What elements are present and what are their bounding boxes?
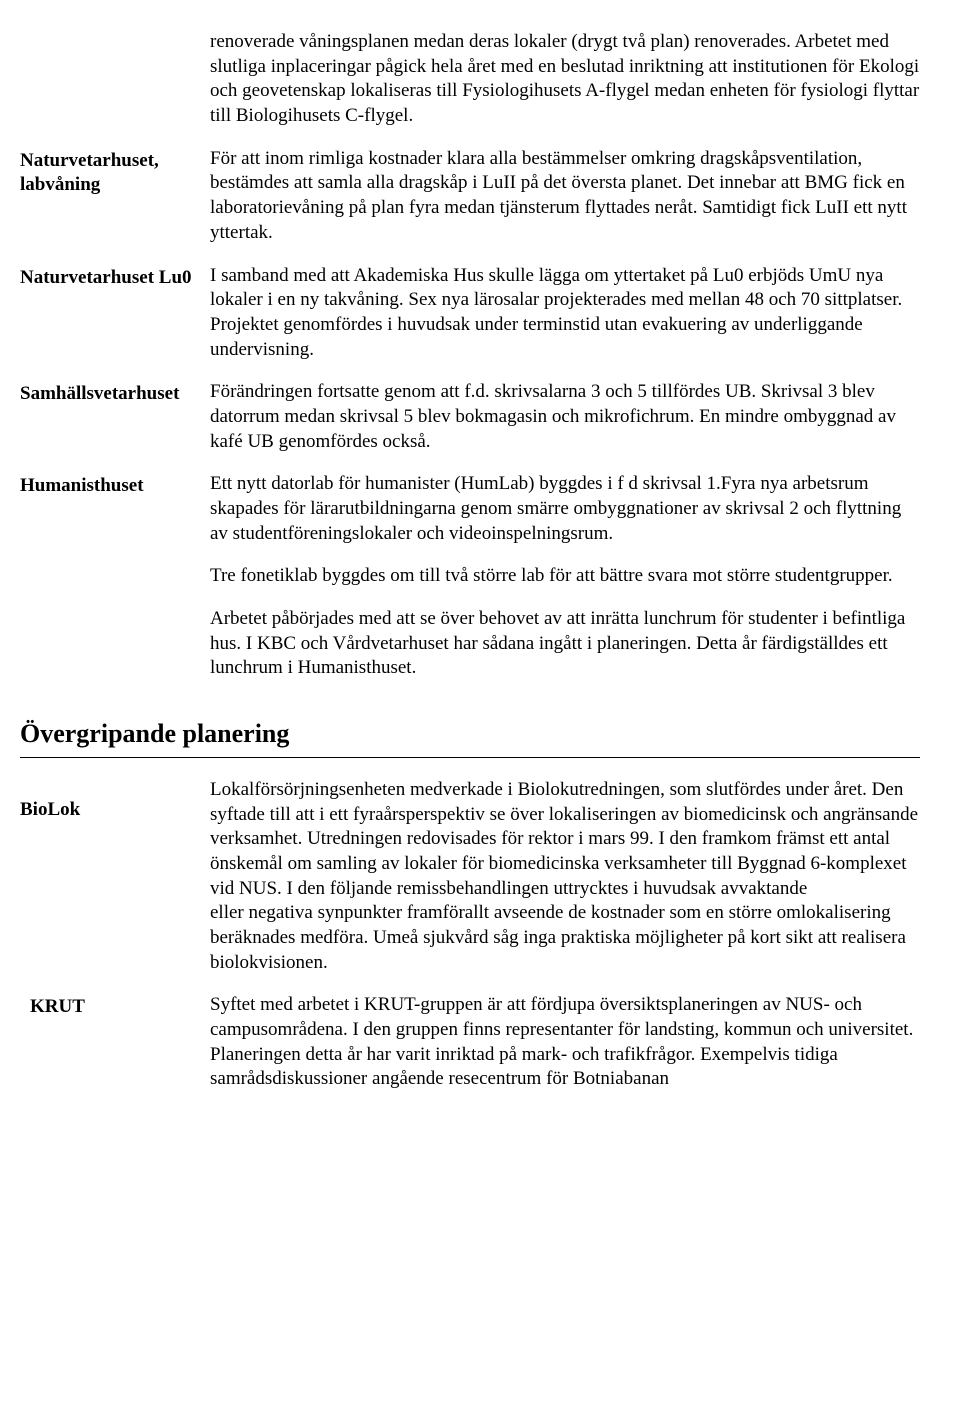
spacer xyxy=(20,30,210,129)
krut-body: Syftet med arbetet i KRUT-gruppen är att… xyxy=(210,993,920,1092)
paragraph: För att inom rimliga kostnader klara all… xyxy=(210,147,920,246)
humanisthuset-body: Ett nytt datorlab för humanister (HumLab… xyxy=(210,472,920,681)
humanisthuset-row: Humanisthuset Ett nytt datorlab för huma… xyxy=(20,472,920,681)
naturvetarhuset-lab-label: Naturvetarhuset, labvåning xyxy=(20,147,210,246)
intro-row: renoverade våningsplanen medan deras lok… xyxy=(20,30,920,129)
intro-body: renoverade våningsplanen medan deras lok… xyxy=(210,30,920,129)
biolok-body: Lokalförsörjningsenheten medverkade i Bi… xyxy=(210,778,920,976)
samhallsvetarhuset-row: Samhällsvetarhuset Förändringen fortsatt… xyxy=(20,380,920,454)
naturvetarhuset-lu0-row: Naturvetarhuset Lu0 I samband med att Ak… xyxy=(20,264,920,363)
section-heading: Övergripande planering xyxy=(20,717,920,751)
humanisthuset-label: Humanisthuset xyxy=(20,472,210,681)
paragraph: eller negativa synpunkter framförallt av… xyxy=(210,901,920,975)
paragraph: Tre fonetiklab byggdes om till två störr… xyxy=(210,564,920,589)
paragraph: Arbetet påbörjades med att se över behov… xyxy=(210,607,920,681)
naturvetarhuset-lab-body: För att inom rimliga kostnader klara all… xyxy=(210,147,920,246)
naturvetarhuset-lu0-body: I samband med att Akademiska Hus skulle … xyxy=(210,264,920,363)
biolok-row: BioLok Lokalförsörjningsenheten medverka… xyxy=(20,778,920,976)
naturvetarhuset-lu0-label: Naturvetarhuset Lu0 xyxy=(20,264,210,363)
paragraph: Syftet med arbetet i KRUT-gruppen är att… xyxy=(210,993,920,1092)
samhallsvetarhuset-body: Förändringen fortsatte genom att f.d. sk… xyxy=(210,380,920,454)
paragraph: Ett nytt datorlab för humanister (HumLab… xyxy=(210,472,920,546)
section-divider xyxy=(20,757,920,758)
paragraph: Förändringen fortsatte genom att f.d. sk… xyxy=(210,380,920,454)
krut-row: KRUT Syftet med arbetet i KRUT-gruppen ä… xyxy=(20,993,920,1092)
naturvetarhuset-lab-row: Naturvetarhuset, labvåning För att inom … xyxy=(20,147,920,246)
samhallsvetarhuset-label: Samhällsvetarhuset xyxy=(20,380,210,454)
paragraph: I samband med att Akademiska Hus skulle … xyxy=(210,264,920,363)
intro-paragraph: renoverade våningsplanen medan deras lok… xyxy=(210,30,920,129)
biolok-label: BioLok xyxy=(20,778,210,976)
paragraph: Lokalförsörjningsenheten medverkade i Bi… xyxy=(210,778,920,901)
krut-label: KRUT xyxy=(20,993,210,1092)
